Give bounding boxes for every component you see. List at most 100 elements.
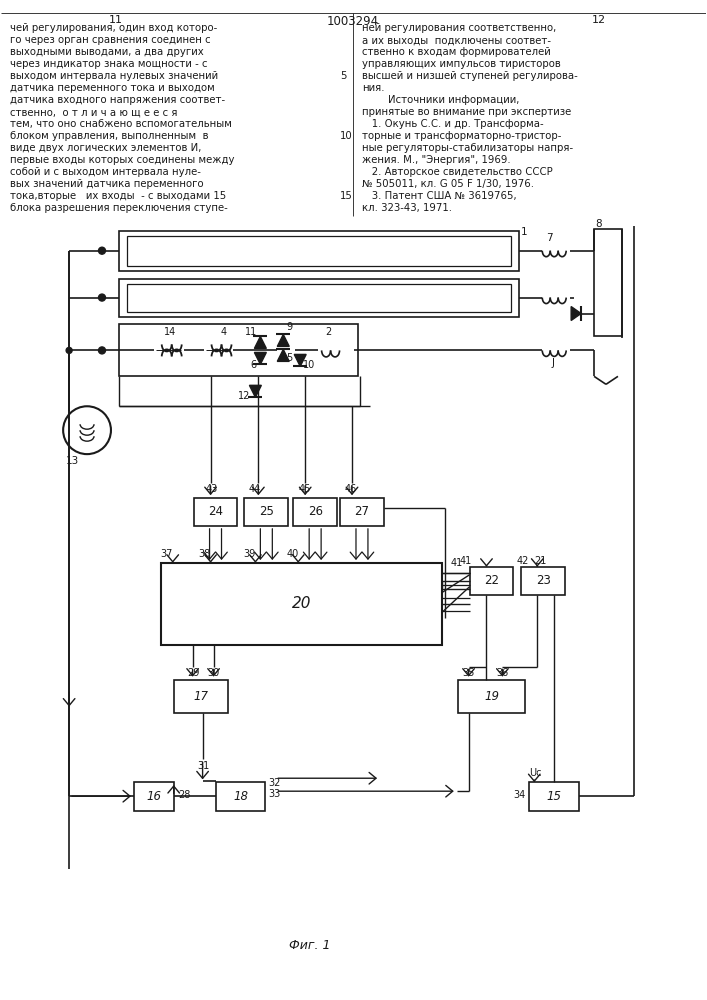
Circle shape xyxy=(98,294,105,301)
Text: 3. Патент США № 3619765,: 3. Патент США № 3619765, xyxy=(362,191,517,201)
Polygon shape xyxy=(255,352,267,364)
Bar xyxy=(194,498,238,526)
Text: J: J xyxy=(551,358,554,368)
Text: 20: 20 xyxy=(291,596,311,611)
Polygon shape xyxy=(277,349,289,361)
Text: 1003294: 1003294 xyxy=(327,15,379,28)
Text: а их выходы  подключены соответ-: а их выходы подключены соответ- xyxy=(362,35,551,45)
Text: 29: 29 xyxy=(187,668,200,678)
Text: 19: 19 xyxy=(484,690,499,703)
Text: 4: 4 xyxy=(221,327,227,337)
Circle shape xyxy=(66,347,72,353)
Text: выходными выводами, а два других: выходными выводами, а два других xyxy=(11,47,204,57)
Text: 1: 1 xyxy=(520,227,527,237)
Text: высшей и низшей ступеней регулирова-: высшей и низшей ступеней регулирова- xyxy=(362,71,578,81)
Text: 22: 22 xyxy=(484,574,499,587)
Text: блоком управления, выполненным  в: блоком управления, выполненным в xyxy=(11,131,209,141)
Text: 14: 14 xyxy=(164,327,176,337)
Text: принятые во внимание при экспертизе: принятые во внимание при экспертизе xyxy=(362,107,571,117)
Text: 41: 41 xyxy=(460,556,472,566)
Text: 1. Окунь С.С. и др. Трансформа-: 1. Окунь С.С. и др. Трансформа- xyxy=(362,119,544,129)
Text: 43: 43 xyxy=(206,484,218,494)
Text: 10: 10 xyxy=(303,360,315,370)
Text: го через орган сравнения соединен с: го через орган сравнения соединен с xyxy=(11,35,211,45)
Polygon shape xyxy=(277,334,289,346)
Text: 18: 18 xyxy=(233,790,248,803)
Text: первые входы которых соединены между: первые входы которых соединены между xyxy=(11,155,235,165)
Text: 11: 11 xyxy=(109,15,123,25)
Text: № 505011, кл. G 05 F 1/30, 1976.: № 505011, кл. G 05 F 1/30, 1976. xyxy=(362,179,534,189)
Text: 27: 27 xyxy=(354,505,370,518)
Bar xyxy=(160,563,442,645)
Text: кл. 323-43, 1971.: кл. 323-43, 1971. xyxy=(362,203,452,213)
Text: собой и с выходом интервала нуле-: собой и с выходом интервала нуле- xyxy=(11,167,201,177)
Bar xyxy=(293,498,337,526)
Text: Источники информации,: Источники информации, xyxy=(362,95,520,105)
Text: 5: 5 xyxy=(340,71,346,81)
Polygon shape xyxy=(571,307,581,320)
Text: 9: 9 xyxy=(286,322,293,332)
Text: 39: 39 xyxy=(243,549,256,559)
Circle shape xyxy=(98,347,105,354)
Text: 45: 45 xyxy=(298,484,310,494)
Text: тем, что оно снабжено вспомогательным: тем, что оно снабжено вспомогательным xyxy=(11,119,232,129)
Text: 30: 30 xyxy=(208,668,220,678)
Text: 36: 36 xyxy=(496,668,508,678)
Text: 24: 24 xyxy=(208,505,223,518)
Text: 15: 15 xyxy=(340,191,353,201)
Bar xyxy=(134,782,174,811)
Text: жения. М., "Энергия", 1969.: жения. М., "Энергия", 1969. xyxy=(362,155,510,165)
Text: ния.: ния. xyxy=(362,83,385,93)
Bar xyxy=(127,236,511,266)
Text: Uс: Uс xyxy=(530,768,542,778)
Text: виде двух логических элементов И,: виде двух логических элементов И, xyxy=(11,143,201,153)
Text: тока,вторые   их входы  - с выходами 15: тока,вторые их входы - с выходами 15 xyxy=(11,191,227,201)
Text: ственно к входам формирователей: ственно к входам формирователей xyxy=(362,47,551,57)
Text: 12: 12 xyxy=(592,15,606,25)
Bar xyxy=(119,231,520,271)
Bar xyxy=(469,567,513,595)
Text: 38: 38 xyxy=(199,549,211,559)
Polygon shape xyxy=(255,336,267,348)
Text: 11: 11 xyxy=(245,327,257,337)
Text: управляющих импульсов тиристоров: управляющих импульсов тиристоров xyxy=(362,59,561,69)
Text: ней регулирования соответственно,: ней регулирования соответственно, xyxy=(362,23,556,33)
Text: чей регулирования, один вход которо-: чей регулирования, один вход которо- xyxy=(11,23,218,33)
Polygon shape xyxy=(250,385,262,397)
Bar xyxy=(340,498,384,526)
Text: 2: 2 xyxy=(325,327,332,337)
Text: 12: 12 xyxy=(238,391,250,401)
Text: 6: 6 xyxy=(250,360,257,370)
Text: 15: 15 xyxy=(547,790,561,803)
Text: 32: 32 xyxy=(269,778,281,788)
Text: выходом интервала нулевых значений: выходом интервала нулевых значений xyxy=(11,71,218,81)
Text: 21: 21 xyxy=(534,556,547,566)
Text: через индикатор знака мощности - с: через индикатор знака мощности - с xyxy=(11,59,208,69)
Text: 28: 28 xyxy=(179,790,191,800)
Text: 37: 37 xyxy=(160,549,173,559)
Text: 35: 35 xyxy=(462,668,475,678)
Text: 17: 17 xyxy=(194,690,209,703)
Text: ные регуляторы-стабилизаторы напря-: ные регуляторы-стабилизаторы напря- xyxy=(362,143,573,153)
Text: датчика переменного тока и выходом: датчика переменного тока и выходом xyxy=(11,83,215,93)
Text: 26: 26 xyxy=(308,505,322,518)
Bar xyxy=(127,284,511,312)
Text: 13: 13 xyxy=(66,456,79,466)
Text: 5: 5 xyxy=(286,353,293,363)
Text: 7: 7 xyxy=(547,233,553,243)
Text: ственно,  о т л и ч а ю щ е е с я: ственно, о т л и ч а ю щ е е с я xyxy=(11,107,178,117)
Bar xyxy=(530,782,579,811)
Text: 40: 40 xyxy=(286,549,298,559)
Text: торные и трансформаторно-тристор-: торные и трансформаторно-тристор- xyxy=(362,131,561,141)
Text: 2. Авторское свидетельство СССР: 2. Авторское свидетельство СССР xyxy=(362,167,553,177)
Text: 42: 42 xyxy=(516,556,529,566)
Text: 44: 44 xyxy=(248,484,261,494)
Bar xyxy=(594,229,622,336)
Text: Фиг. 1: Фиг. 1 xyxy=(289,939,331,952)
Text: 31: 31 xyxy=(198,761,210,771)
Bar xyxy=(119,324,358,376)
Text: датчика входного напряжения соответ-: датчика входного напряжения соответ- xyxy=(11,95,226,105)
Text: 16: 16 xyxy=(146,790,161,803)
Circle shape xyxy=(98,247,105,254)
Bar xyxy=(174,680,228,713)
